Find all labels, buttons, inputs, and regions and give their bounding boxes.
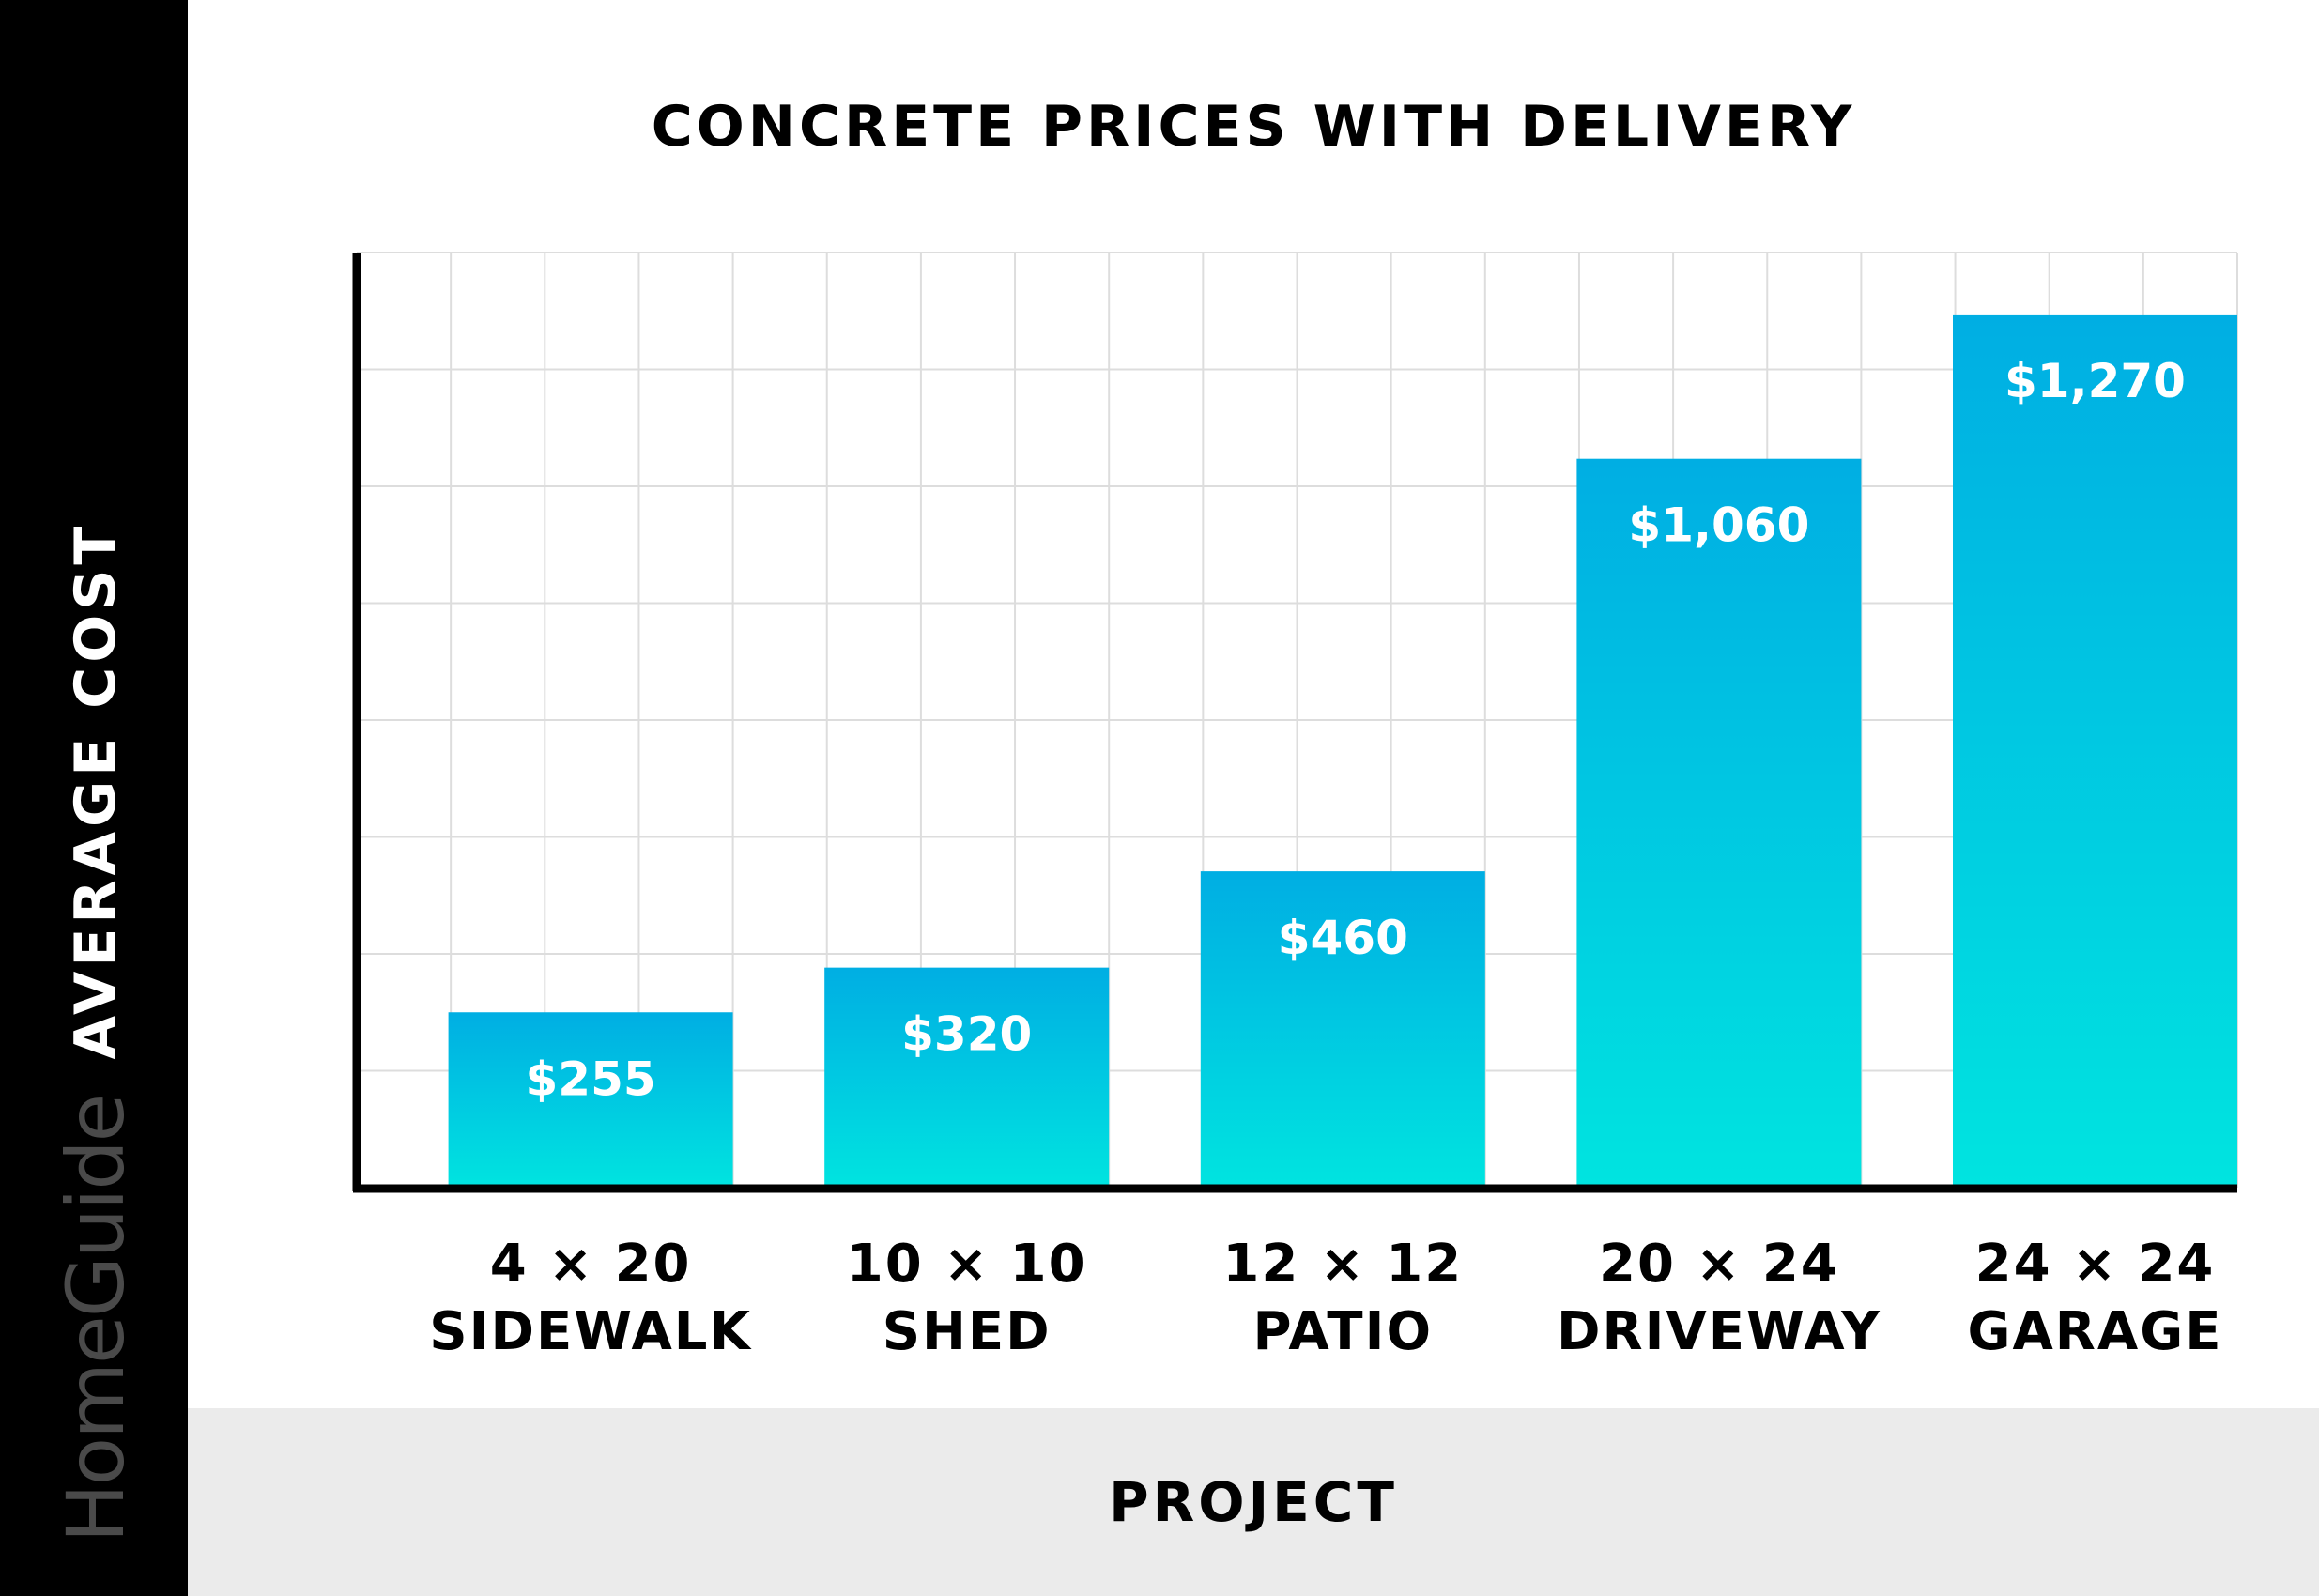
data-label: $320: [901, 1007, 1032, 1062]
category-label: 4 × 20: [490, 1234, 692, 1295]
bar: [1576, 458, 1862, 1188]
category-label: SHED: [883, 1301, 1052, 1362]
bar: [1200, 871, 1485, 1188]
category-label: PATIO: [1253, 1301, 1434, 1362]
x-axis-band: PROJECT: [188, 1408, 2319, 1596]
data-label: $460: [1278, 911, 1408, 965]
bar: [824, 967, 1110, 1188]
category-label: SIDEWALK: [429, 1301, 752, 1362]
category-label: 20 × 24: [1599, 1234, 1839, 1295]
sidebar-band: AVERAGE COST HomeGuide: [0, 0, 188, 1596]
category-label: 10 × 10: [847, 1234, 1087, 1295]
x-axis-label: PROJECT: [1109, 1470, 1398, 1534]
bar: [1953, 314, 2237, 1189]
data-label: $1,060: [1628, 499, 1809, 553]
category-label: DRIVEWAY: [1557, 1301, 1881, 1362]
data-label: $255: [526, 1051, 656, 1106]
data-label: $1,270: [2004, 354, 2186, 408]
bar: [448, 1012, 733, 1188]
category-label: GARAGE: [1968, 1301, 2223, 1362]
category-label: 24 × 24: [1975, 1234, 2216, 1295]
chart-title: CONCRETE PRICES WITH DELIVERY: [651, 94, 1856, 160]
category-label: 12 × 12: [1222, 1234, 1463, 1295]
